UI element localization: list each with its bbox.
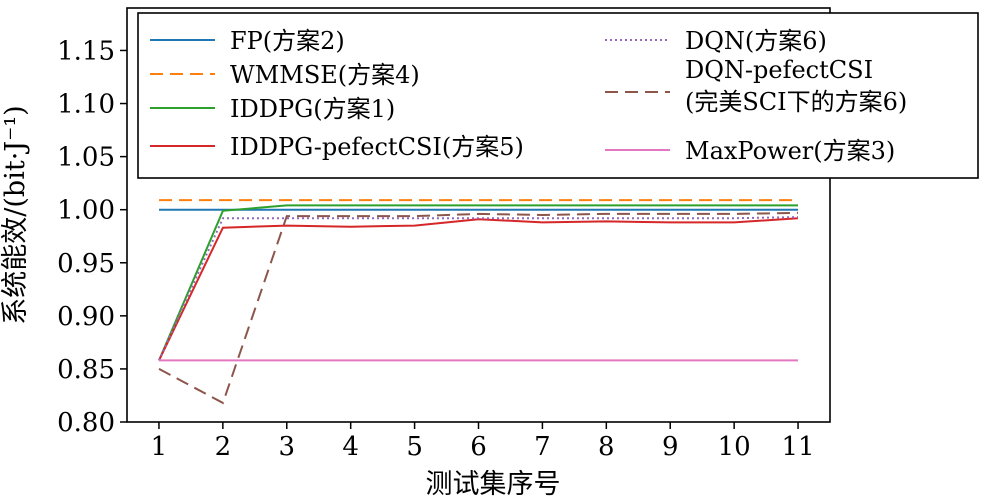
plot-lines xyxy=(158,199,799,405)
legend-item: DQN(方案6) xyxy=(605,27,827,55)
x-tick-label: 2 xyxy=(215,432,232,462)
y-tick-label: 1.00 xyxy=(57,196,115,226)
y-tick-label: 1.10 xyxy=(57,90,115,120)
legend-label: MaxPower(方案3) xyxy=(685,137,895,165)
legend-label: (完美SCI下的方案6) xyxy=(685,88,907,116)
legend-item: FP(方案2) xyxy=(150,27,345,55)
x-tick-label: 11 xyxy=(781,432,814,462)
legend-box xyxy=(137,12,979,179)
x-tick-label: 10 xyxy=(718,432,751,462)
series-line-3 xyxy=(158,204,798,361)
y-tick-label: 1.15 xyxy=(57,36,115,66)
y-tick-label: 0.95 xyxy=(57,249,115,279)
legend-label: WMMSE(方案4) xyxy=(230,61,420,89)
series-line-4 xyxy=(158,217,799,361)
legend-item: IDDPG-pefectCSI(方案5) xyxy=(150,133,524,161)
x-tick-label: 9 xyxy=(662,432,679,462)
legend-label: DQN-pefectCSI xyxy=(685,56,873,84)
x-tick-label: 4 xyxy=(342,432,359,462)
legend-label: FP(方案2) xyxy=(230,27,345,55)
y-axis: 0.80 0.85 0.90 0.95 1.00 1.05 1.10 1.15 xyxy=(57,36,127,438)
y-tick-label: 1.05 xyxy=(57,143,115,173)
x-tick-label: 3 xyxy=(278,432,295,462)
legend-item: DQN-pefectCSI (完美SCI下的方案6) xyxy=(605,56,907,116)
series-line-6 xyxy=(158,211,799,405)
x-tick-label: 8 xyxy=(598,432,615,462)
x-tick-label: 7 xyxy=(534,432,551,462)
x-tick-label: 1 xyxy=(151,432,168,462)
x-tick-label: 5 xyxy=(406,432,423,462)
legend-label: IDDPG-pefectCSI(方案5) xyxy=(230,133,524,161)
y-tick-label: 0.85 xyxy=(57,355,115,385)
x-tick-label: 6 xyxy=(470,432,487,462)
y-tick-label: 0.90 xyxy=(57,302,115,332)
x-axis-title: 测试集序号 xyxy=(426,469,561,500)
series-line-5 xyxy=(158,216,799,361)
legend-item: WMMSE(方案4) xyxy=(150,61,420,89)
legend-label: IDDPG(方案1) xyxy=(230,95,395,123)
legend: FP(方案2) WMMSE(方案4) IDDPG(方案1) IDDPG-pefectC… xyxy=(137,12,979,179)
legend-item: MaxPower(方案3) xyxy=(605,137,895,165)
y-axis-title: 系统能效/(bit·J⁻¹) xyxy=(0,105,31,324)
legend-item: IDDPG(方案1) xyxy=(150,95,395,123)
legend-label: DQN(方案6) xyxy=(685,27,827,55)
y-tick-label: 0.80 xyxy=(57,408,115,438)
x-axis: 1 2 3 4 5 6 7 8 9 10 11 xyxy=(151,422,815,462)
